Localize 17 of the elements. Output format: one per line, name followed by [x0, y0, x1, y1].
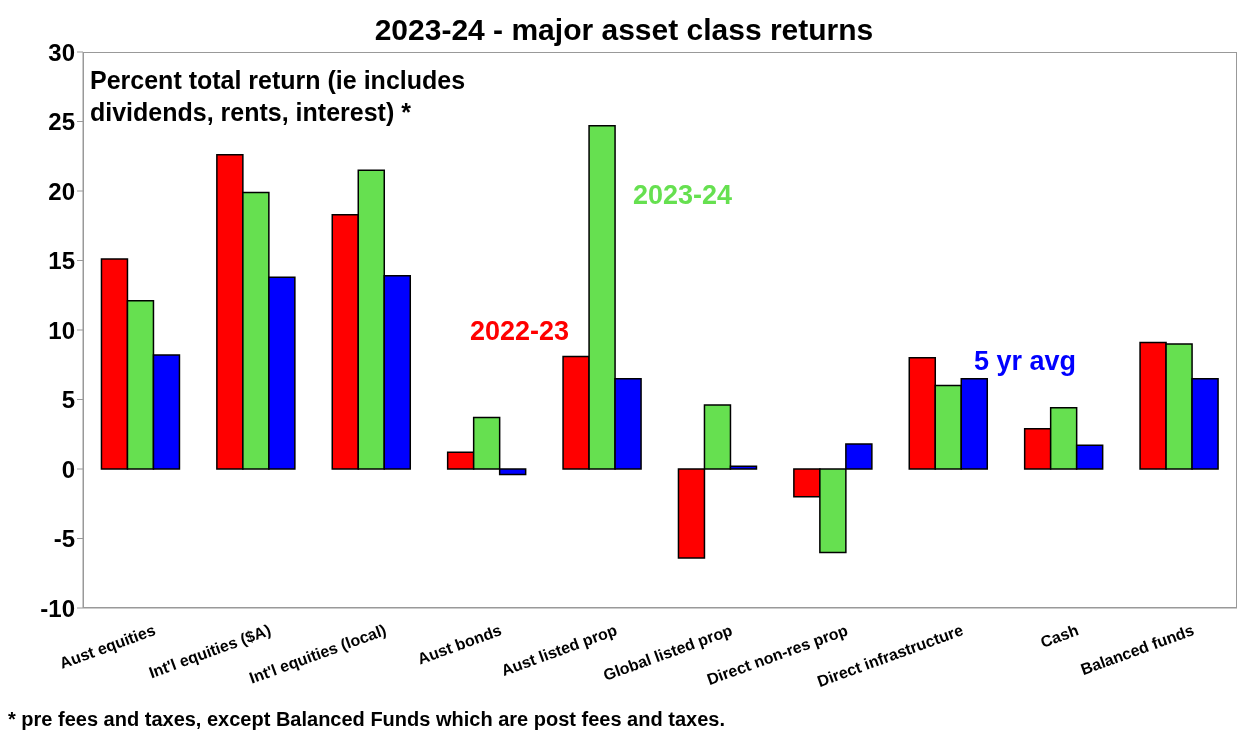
y-tick-label: 25 — [48, 108, 75, 136]
y-tick-label: -10 — [40, 594, 75, 622]
y-tick-label: 10 — [48, 316, 75, 344]
x-tick-label: Aust bonds — [415, 621, 504, 668]
text: * pre fees and taxes, except Balanced Funds which are post fees and taxes. — [8, 708, 725, 731]
x-tick-label: Cash — [1038, 621, 1081, 651]
y-tick-label: 0 — [61, 455, 75, 483]
y-tick-label: -5 — [53, 525, 75, 553]
annotation: Percent total return (ie includes dividends, rents, interest) * — [90, 65, 467, 128]
chart-title: 2023-24 - major asset class returns — [374, 13, 874, 46]
series-label: 2022-23 — [470, 316, 570, 347]
y-tick-label: 5 — [61, 386, 75, 414]
series-label: 2023-24 — [633, 180, 733, 211]
series-label: 5 yr avg — [974, 346, 1077, 377]
y-tick-label: 30 — [48, 38, 75, 66]
y-tick-label: 15 — [48, 247, 75, 275]
y-tick-label: 20 — [48, 177, 75, 205]
